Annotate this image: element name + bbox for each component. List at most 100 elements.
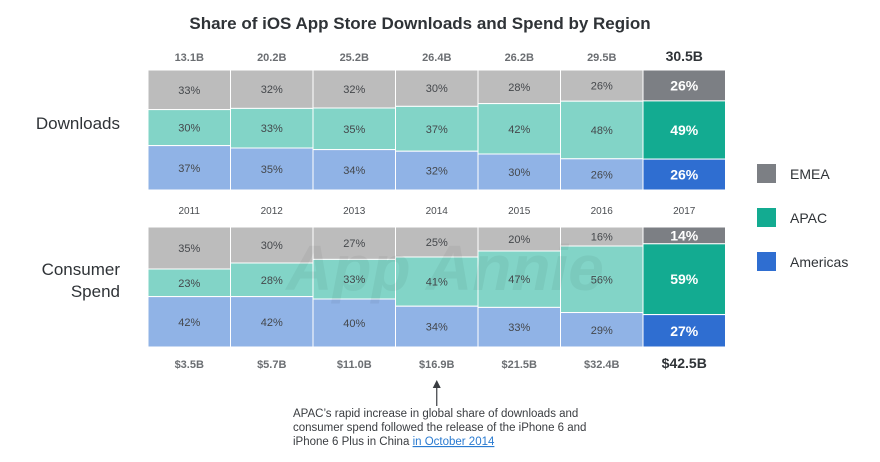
year-label-2017: 2017 [673,206,696,217]
total-label-2013-1: $11.0B [337,359,372,371]
data-label-emea-2011-1: 35% [178,243,200,255]
data-label-apac-2017-0: 49% [670,122,699,138]
year-label-2011: 2011 [178,206,200,217]
bar-segment-apac-2013-1 [312,258,396,300]
data-label-emea-2015-0: 28% [508,82,530,94]
total-label-2014-1: $16.9B [419,359,455,371]
data-label-apac-2013-0: 35% [343,124,365,136]
total-label-2017-0: 30.5B [666,48,703,64]
data-label-emea-2012-0: 32% [261,84,283,96]
data-label-emea-2016-1: 16% [591,232,613,244]
data-label-apac-2011-1: 23% [178,278,200,290]
bar-segment-emea-2013-1 [312,226,396,260]
bar-segment-apac-2013-0 [312,107,396,151]
annotation-link[interactable]: in October 2014 [413,436,495,448]
total-label-2013-0: 25.2B [340,52,369,64]
data-label-americas-2015-0: 30% [508,167,530,179]
chart-title: Share of iOS App Store Downloads and Spe… [189,14,650,33]
bar-segment-americas-2012-0 [230,147,314,191]
data-label-americas-2011-0: 37% [178,163,200,175]
data-label-americas-2012-0: 35% [261,164,283,176]
data-label-apac-2016-1: 56% [591,274,613,286]
bar-segment-apac-2011-1 [147,268,231,298]
data-label-apac-2016-0: 48% [591,125,613,137]
bar-segment-americas-2014-0 [395,150,479,191]
total-label-2011-0: 13.1B [175,52,204,64]
data-label-americas-2013-1: 40% [343,318,365,330]
data-label-emea-2013-0: 32% [343,84,365,96]
bar-segment-americas-2014-1 [395,305,479,348]
bar-segment-apac-2011-0 [147,109,231,147]
data-label-americas-2016-1: 29% [591,325,613,337]
year-label-2014: 2014 [426,206,449,217]
data-label-emea-2011-0: 33% [178,85,200,97]
data-label-americas-2013-0: 34% [343,165,365,177]
data-label-emea-2013-1: 27% [343,238,365,250]
total-label-2016-1: $32.4B [584,359,620,371]
data-label-apac-2011-0: 30% [178,123,200,135]
data-label-americas-2015-1: 33% [508,322,530,334]
row-label-1-0: Consumer [42,260,121,279]
bar-segment-americas-2012-1 [230,296,314,348]
data-label-americas-2016-0: 26% [591,169,613,181]
annotation-text-2: iPhone 6 Plus in China [293,436,413,448]
data-label-emea-2017-1: 14% [670,227,699,243]
data-label-apac-2015-1: 47% [508,274,530,286]
total-label-2015-0: 26.2B [505,52,534,64]
data-label-apac-2014-1: 41% [426,277,448,289]
annotation-text-0: APAC’s rapid increase in global share of… [293,408,578,420]
bar-segment-emea-2014-0 [395,69,479,107]
data-label-americas-2011-1: 42% [178,317,200,329]
bar-segment-emea-2017-0 [642,69,726,102]
total-label-2011-1: $3.5B [175,359,204,371]
data-label-apac-2014-0: 37% [426,124,448,136]
legend-swatch-apac [757,208,776,227]
data-label-americas-2017-1: 27% [670,323,699,339]
row-label-0-0: Downloads [36,114,120,133]
legend-label-emea: EMEA [790,166,830,182]
bar-segment-americas-2017-1 [642,314,726,348]
row-label-1-1: Spend [71,282,120,301]
data-label-apac-2013-1: 33% [343,274,365,286]
data-label-emea-2016-0: 26% [591,81,613,93]
watermark-text: App Annie [284,232,604,304]
data-label-emea-2014-1: 25% [426,237,448,249]
total-label-2012-1: $5.7B [257,359,286,371]
data-label-americas-2014-1: 34% [426,322,448,334]
year-label-2016: 2016 [591,206,614,217]
year-label-2012: 2012 [261,206,284,217]
data-label-emea-2017-0: 26% [670,77,699,93]
bar-segment-americas-2013-0 [312,149,396,191]
legend-swatch-emea [757,164,776,183]
annotation-line-2: iPhone 6 Plus in China in October 2014 [293,436,495,448]
legend-label-apac: APAC [790,210,827,226]
data-label-emea-2012-1: 30% [261,240,283,252]
total-label-2016-0: 29.5B [587,52,616,64]
legend-swatch-americas [757,252,776,271]
legend-label-americas: Americas [790,254,848,270]
data-label-apac-2015-0: 42% [508,124,530,136]
total-label-2014-0: 26.4B [422,52,451,64]
year-label-2015: 2015 [508,206,531,217]
year-label-2013: 2013 [343,206,366,217]
data-label-americas-2014-0: 32% [426,166,448,178]
bar-segment-apac-2015-1 [477,250,561,308]
data-label-emea-2015-1: 20% [508,234,530,246]
data-label-americas-2012-1: 42% [261,317,283,329]
data-label-apac-2012-0: 33% [261,123,283,135]
bar-segment-americas-2016-0 [560,158,644,191]
data-label-apac-2017-1: 59% [670,271,699,287]
total-label-2017-1: $42.5B [662,355,707,371]
annotation-arrow-head [432,380,441,388]
bar-segment-emea-2011-1 [147,226,231,270]
bar-segment-apac-2015-0 [477,103,561,155]
bar-segment-emea-2011-0 [147,69,231,111]
data-label-emea-2014-0: 30% [426,83,448,95]
annotation-line-1: consumer spend followed the release of t… [293,422,586,434]
bar-segment-americas-2011-0 [147,145,231,191]
bar-segment-emea-2016-0 [560,69,644,102]
data-label-apac-2012-1: 28% [261,275,283,287]
total-label-2012-0: 20.2B [257,52,286,64]
bar-segment-apac-2016-0 [560,100,644,160]
